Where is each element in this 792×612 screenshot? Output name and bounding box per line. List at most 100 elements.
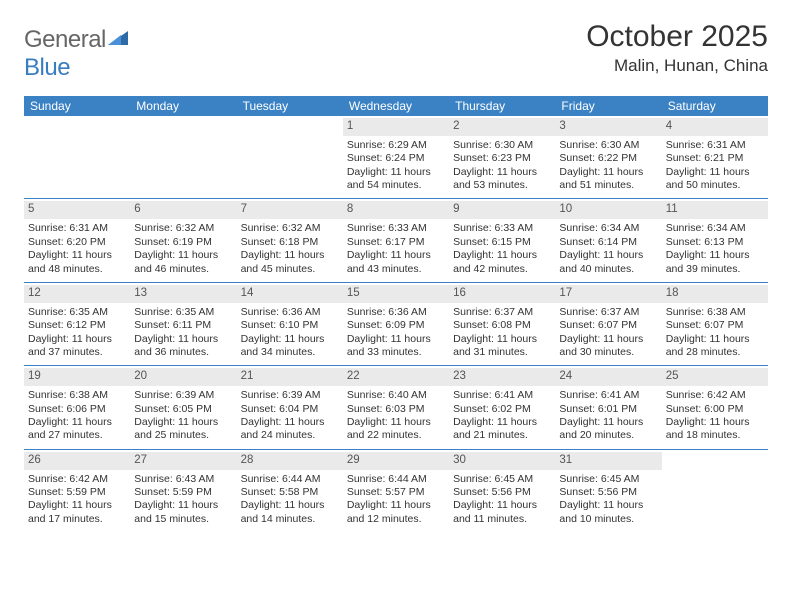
daylight-text: Daylight: 11 hours and 12 minutes. [347, 499, 445, 526]
day-body: Sunrise: 6:35 AMSunset: 6:12 PMDaylight:… [28, 306, 126, 360]
sunset-text: Sunset: 6:21 PM [666, 152, 764, 165]
day-number: 23 [449, 368, 555, 386]
calendar-page: GeneralBlue October 2025 Malin, Hunan, C… [0, 0, 792, 552]
weekday-header: Thursday [449, 96, 555, 116]
day-body: Sunrise: 6:32 AMSunset: 6:19 PMDaylight:… [134, 222, 232, 276]
sunset-text: Sunset: 6:03 PM [347, 403, 445, 416]
day-cell: 27Sunrise: 6:43 AMSunset: 5:59 PMDayligh… [130, 450, 236, 532]
day-body: Sunrise: 6:45 AMSunset: 5:56 PMDaylight:… [453, 473, 551, 527]
day-number: 28 [237, 452, 343, 470]
day-cell: 3Sunrise: 6:30 AMSunset: 6:22 PMDaylight… [555, 116, 661, 198]
sunrise-text: Sunrise: 6:36 AM [241, 306, 339, 319]
daylight-text: Daylight: 11 hours and 40 minutes. [559, 249, 657, 276]
day-cell [24, 116, 130, 198]
day-number: 7 [237, 201, 343, 219]
day-number: 18 [662, 285, 768, 303]
daylight-text: Daylight: 11 hours and 15 minutes. [134, 499, 232, 526]
sunrise-text: Sunrise: 6:31 AM [666, 139, 764, 152]
day-number: 8 [343, 201, 449, 219]
day-body: Sunrise: 6:33 AMSunset: 6:17 PMDaylight:… [347, 222, 445, 276]
daylight-text: Daylight: 11 hours and 20 minutes. [559, 416, 657, 443]
week-row: 19Sunrise: 6:38 AMSunset: 6:06 PMDayligh… [24, 366, 768, 449]
sunset-text: Sunset: 6:04 PM [241, 403, 339, 416]
sunset-text: Sunset: 6:07 PM [559, 319, 657, 332]
day-number: 20 [130, 368, 236, 386]
daylight-text: Daylight: 11 hours and 39 minutes. [666, 249, 764, 276]
daylight-text: Daylight: 11 hours and 24 minutes. [241, 416, 339, 443]
day-cell: 19Sunrise: 6:38 AMSunset: 6:06 PMDayligh… [24, 366, 130, 448]
day-cell: 29Sunrise: 6:44 AMSunset: 5:57 PMDayligh… [343, 450, 449, 532]
day-number: 6 [130, 201, 236, 219]
sunrise-text: Sunrise: 6:31 AM [28, 222, 126, 235]
day-number: 11 [662, 201, 768, 219]
daylight-text: Daylight: 11 hours and 25 minutes. [134, 416, 232, 443]
sunrise-text: Sunrise: 6:37 AM [453, 306, 551, 319]
day-body: Sunrise: 6:35 AMSunset: 6:11 PMDaylight:… [134, 306, 232, 360]
daylight-text: Daylight: 11 hours and 34 minutes. [241, 333, 339, 360]
location-label: Malin, Hunan, China [586, 56, 768, 76]
sunset-text: Sunset: 6:07 PM [666, 319, 764, 332]
day-body: Sunrise: 6:37 AMSunset: 6:07 PMDaylight:… [559, 306, 657, 360]
weekday-header: Friday [555, 96, 661, 116]
day-number: 21 [237, 368, 343, 386]
day-cell: 12Sunrise: 6:35 AMSunset: 6:12 PMDayligh… [24, 283, 130, 365]
day-number: 13 [130, 285, 236, 303]
sunset-text: Sunset: 6:17 PM [347, 236, 445, 249]
daylight-text: Daylight: 11 hours and 42 minutes. [453, 249, 551, 276]
daylight-text: Daylight: 11 hours and 33 minutes. [347, 333, 445, 360]
day-body: Sunrise: 6:34 AMSunset: 6:14 PMDaylight:… [559, 222, 657, 276]
sunrise-text: Sunrise: 6:33 AM [453, 222, 551, 235]
day-cell: 2Sunrise: 6:30 AMSunset: 6:23 PMDaylight… [449, 116, 555, 198]
day-number: 3 [555, 118, 661, 136]
sunrise-text: Sunrise: 6:41 AM [453, 389, 551, 402]
week-row: 1Sunrise: 6:29 AMSunset: 6:24 PMDaylight… [24, 116, 768, 199]
day-number: 15 [343, 285, 449, 303]
day-cell [130, 116, 236, 198]
day-cell: 18Sunrise: 6:38 AMSunset: 6:07 PMDayligh… [662, 283, 768, 365]
sunset-text: Sunset: 6:09 PM [347, 319, 445, 332]
day-cell: 7Sunrise: 6:32 AMSunset: 6:18 PMDaylight… [237, 199, 343, 281]
day-cell: 5 Sunrise: 6:31 AMSunset: 6:20 PMDaylight… [24, 199, 130, 281]
sunrise-text: Sunrise: 6:42 AM [28, 473, 126, 486]
day-body: Sunrise: 6:31 AMSunset: 6:20 PMDaylight:… [28, 222, 126, 276]
day-number: 30 [449, 452, 555, 470]
day-cell: 21Sunrise: 6:39 AMSunset: 6:04 PMDayligh… [237, 366, 343, 448]
sunset-text: Sunset: 6:06 PM [28, 403, 126, 416]
day-body: Sunrise: 6:42 AMSunset: 6:00 PMDaylight:… [666, 389, 764, 443]
sunrise-text: Sunrise: 6:45 AM [453, 473, 551, 486]
sunset-text: Sunset: 6:19 PM [134, 236, 232, 249]
sunrise-text: Sunrise: 6:44 AM [347, 473, 445, 486]
daylight-text: Daylight: 11 hours and 11 minutes. [453, 499, 551, 526]
weekday-header: Monday [130, 96, 236, 116]
sunset-text: Sunset: 6:02 PM [453, 403, 551, 416]
sunrise-text: Sunrise: 6:30 AM [453, 139, 551, 152]
day-cell: 1Sunrise: 6:29 AMSunset: 6:24 PMDaylight… [343, 116, 449, 198]
sunrise-text: Sunrise: 6:43 AM [134, 473, 232, 486]
day-body: Sunrise: 6:45 AMSunset: 5:56 PMDaylight:… [559, 473, 657, 527]
day-body: Sunrise: 6:31 AMSunset: 6:21 PMDaylight:… [666, 139, 764, 193]
sunset-text: Sunset: 6:08 PM [453, 319, 551, 332]
daylight-text: Daylight: 11 hours and 43 minutes. [347, 249, 445, 276]
day-cell: 30 Sunrise: 6:45 AMSunset: 5:56 PMDayligh… [449, 450, 555, 532]
day-cell: 22Sunrise: 6:40 AMSunset: 6:03 PMDayligh… [343, 366, 449, 448]
sunrise-text: Sunrise: 6:42 AM [666, 389, 764, 402]
sunrise-text: Sunrise: 6:35 AM [28, 306, 126, 319]
day-cell: 11Sunrise: 6:34 AMSunset: 6:13 PMDayligh… [662, 199, 768, 281]
brand-logo: GeneralBlue [24, 26, 130, 82]
month-title: October 2025 [586, 20, 768, 54]
daylight-text: Daylight: 11 hours and 21 minutes. [453, 416, 551, 443]
daylight-text: Daylight: 11 hours and 45 minutes. [241, 249, 339, 276]
daylight-text: Daylight: 11 hours and 22 minutes. [347, 416, 445, 443]
sunrise-text: Sunrise: 6:40 AM [347, 389, 445, 402]
daylight-text: Daylight: 11 hours and 53 minutes. [453, 166, 551, 193]
day-number: 5 [24, 201, 130, 219]
sunset-text: Sunset: 6:24 PM [347, 152, 445, 165]
daylight-text: Daylight: 11 hours and 17 minutes. [28, 499, 126, 526]
week-row: 5 Sunrise: 6:31 AMSunset: 6:20 PMDaylight… [24, 199, 768, 282]
sunset-text: Sunset: 5:56 PM [559, 486, 657, 499]
day-cell: 16Sunrise: 6:37 AMSunset: 6:08 PMDayligh… [449, 283, 555, 365]
sunrise-text: Sunrise: 6:29 AM [347, 139, 445, 152]
day-number: 14 [237, 285, 343, 303]
day-number: 9 [449, 201, 555, 219]
page-header: GeneralBlue October 2025 Malin, Hunan, C… [24, 20, 768, 82]
